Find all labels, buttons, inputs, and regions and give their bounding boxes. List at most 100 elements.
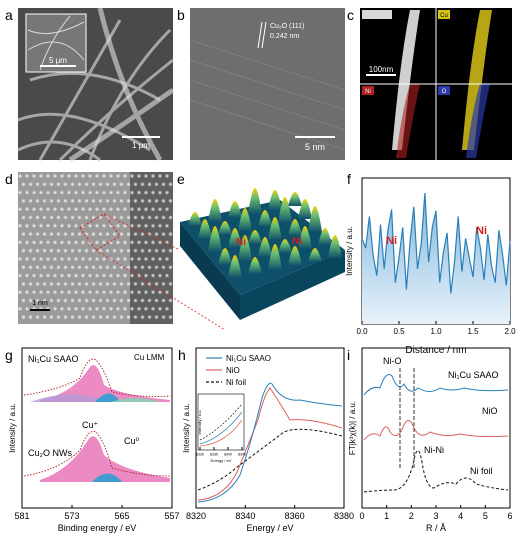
atom-spot: [133, 281, 138, 287]
atom-spot: [129, 256, 135, 262]
atom-spot: [31, 223, 37, 229]
atom-spot: [140, 215, 145, 220]
atom-spot: [112, 298, 117, 303]
atom-spot: [157, 273, 163, 278]
f-xlabel: Distance / nm: [405, 345, 466, 356]
svg-text:Ni: Ni: [365, 89, 371, 95]
atom-spot: [17, 206, 23, 212]
atom-spot: [73, 289, 79, 295]
atom-spot: [28, 298, 33, 303]
xtick-label: 5: [483, 511, 488, 521]
atom-spot: [17, 273, 23, 278]
f-xticks: 0.0 0.5 1.0 1.5 2.0: [356, 321, 516, 336]
atom-spot: [133, 181, 138, 187]
atom-spot: [115, 206, 121, 212]
atom-spot: [66, 289, 72, 295]
g-top-cu-plus-peak: [40, 365, 170, 402]
atom-spot: [161, 181, 166, 187]
surface-peak: [248, 230, 262, 244]
f-ylabel: Intensity / a.u.: [345, 226, 354, 276]
atom-spot: [38, 206, 44, 212]
atom-spot: [28, 231, 33, 237]
panel-f: 0.0 0.5 1.0 1.5 2.0 Ni Ni Distance / nm Inte…: [345, 171, 516, 356]
atom-spot: [45, 256, 51, 262]
atom-spot: [70, 281, 75, 287]
atom-spot: [101, 206, 107, 212]
atom-spot: [112, 264, 117, 270]
atom-spot: [154, 264, 159, 270]
atom-spot: [21, 298, 26, 303]
xtick-label: 2: [409, 511, 414, 521]
xtick-label: 8340: [224, 453, 232, 457]
atom-spot: [87, 173, 93, 179]
atom-spot: [122, 306, 128, 312]
atom-spot: [49, 181, 54, 187]
xtick-label: 3: [433, 511, 438, 521]
atom-spot: [49, 231, 54, 237]
g-ylabel: Intensity / a.u.: [8, 403, 17, 453]
atom-spot: [143, 306, 149, 312]
i-label-saao: Ni₁Cu SAAO: [448, 370, 499, 380]
xtick-label: 8330: [196, 453, 204, 457]
atom-spot: [28, 198, 33, 204]
atom-spot: [77, 215, 82, 220]
atom-spot: [73, 173, 79, 179]
atom-spot: [49, 298, 54, 303]
atom-spot: [42, 314, 47, 320]
atom-spot: [84, 248, 89, 254]
atom-spot: [105, 248, 110, 254]
atom-spot: [115, 223, 121, 229]
atom-spot: [52, 190, 58, 196]
atom-spot: [91, 215, 96, 220]
atom-spot: [17, 173, 23, 179]
svg-text:Cu: Cu: [440, 13, 448, 19]
surface-peak: [258, 237, 272, 257]
atom-spot: [133, 298, 138, 303]
atom-spot: [147, 215, 152, 220]
atom-spot: [38, 289, 44, 295]
atom-spot: [56, 264, 61, 270]
surface-peak: [248, 257, 262, 274]
atom-spot: [80, 173, 86, 179]
atom-spot: [45, 289, 51, 295]
atom-spot: [115, 256, 121, 262]
atom-spot: [108, 173, 114, 179]
atom-spot: [49, 264, 54, 270]
atom-spot: [157, 289, 163, 295]
atom-spot: [154, 281, 159, 287]
i-saao-line: [363, 374, 509, 396]
surface-peak: [188, 212, 202, 226]
atom-spot: [129, 223, 135, 229]
atom-spot: [91, 198, 96, 204]
atom-spot: [168, 231, 173, 237]
atom-spot: [154, 215, 159, 220]
atom-spot: [42, 264, 47, 270]
panel-i: Ni-O Ni-Ni Ni₁Cu SAAO NiO Ni foil 0 1 2 3 4 5…: [347, 347, 513, 533]
surface-peak: [228, 255, 242, 278]
atom-spot: [70, 231, 75, 237]
atom-spot: [87, 223, 93, 229]
atom-spot: [63, 248, 68, 254]
xtick-label: 581: [14, 511, 29, 521]
atom-spot: [70, 314, 75, 320]
h-ylabel: Intensity / a.u.: [182, 403, 191, 453]
atom-spot: [119, 231, 124, 237]
atom-spot: [164, 306, 170, 312]
atom-spot: [105, 181, 110, 187]
atom-spot: [143, 240, 149, 245]
atom-spot: [112, 314, 117, 320]
atom-spot: [24, 173, 30, 179]
atom-spot: [21, 281, 26, 287]
atom-spot: [87, 256, 93, 262]
atom-spot: [129, 306, 135, 312]
atom-spot: [42, 198, 47, 204]
d-scalebar-label: 1 nm: [32, 300, 48, 307]
atom-spot: [28, 248, 33, 254]
f-xtick-label: 1.0: [430, 327, 442, 336]
surface-peak: [218, 221, 232, 235]
atom-spot: [24, 206, 30, 212]
atom-spot: [108, 306, 114, 312]
h-xticks: 8320 8340 8360 8380: [186, 505, 354, 521]
atom-spot: [157, 240, 163, 245]
atom-spot: [94, 240, 100, 245]
